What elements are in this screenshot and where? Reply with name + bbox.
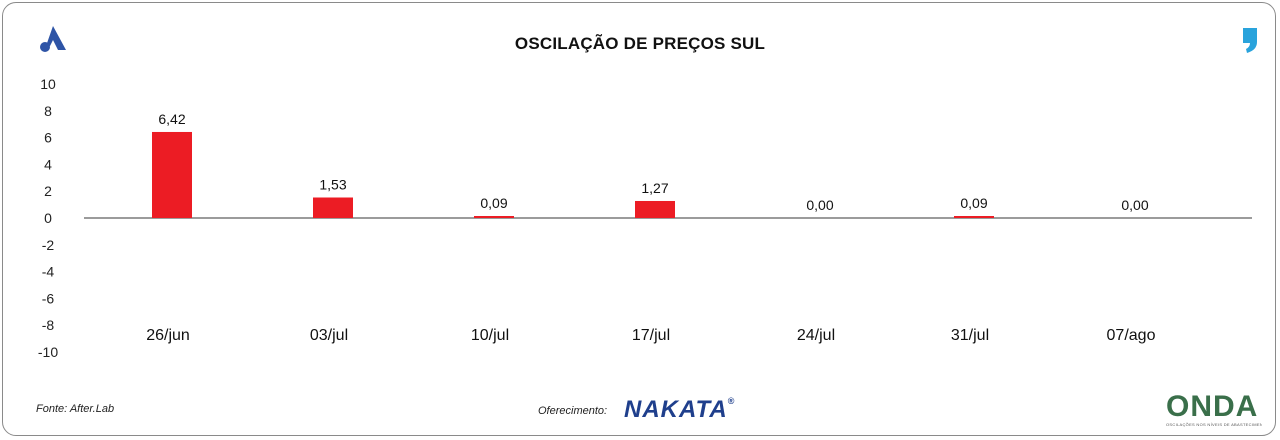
y-tick-label: 4: [44, 156, 52, 172]
data-label: 0,09: [480, 195, 507, 211]
brand-tagline: OSCILAÇÕES NOS NÍVEIS DE ABASTECIMENTO E…: [1166, 422, 1262, 427]
x-tick-label: 03/jul: [310, 327, 348, 344]
data-label: 0,09: [960, 195, 987, 211]
offer-label: Oferecimento:: [538, 405, 608, 417]
y-tick-label: -10: [38, 344, 58, 360]
x-tick-label: 24/jul: [797, 327, 835, 344]
y-tick-label: -8: [42, 317, 55, 333]
data-label: 6,42: [158, 111, 185, 127]
bar: [313, 197, 353, 218]
x-tick-label: 17/jul: [632, 327, 670, 344]
data-label: 1,27: [641, 180, 668, 196]
sponsor-logo: NAKATA®: [624, 396, 735, 424]
comma-logo-icon: [1243, 28, 1257, 53]
y-tick-label: 10: [40, 76, 56, 92]
bar: [635, 200, 675, 218]
y-tick-label: 8: [44, 103, 52, 119]
source-label: Fonte: After.Lab: [36, 403, 115, 415]
chart-title: OSCILAÇÃO DE PREÇOS SUL: [514, 34, 766, 53]
bar: [152, 131, 192, 218]
bar: [474, 216, 514, 218]
data-label: 0,00: [1121, 197, 1148, 213]
sponsor-mark: ®: [727, 396, 736, 406]
y-tick-label: -6: [42, 290, 55, 306]
bar: [954, 216, 994, 218]
x-tick-label: 07/ago: [1107, 327, 1156, 344]
y-tick-label: -2: [42, 237, 55, 253]
x-tick-label: 10/jul: [471, 327, 509, 344]
x-tick-label: 31/jul: [951, 327, 989, 344]
data-label: 0,00: [806, 197, 833, 213]
sponsor-name: NAKATA: [624, 396, 728, 423]
a-logo-icon: [40, 26, 66, 52]
brand-logo: ONDA: [1166, 390, 1259, 423]
x-tick-label: 26/jun: [146, 327, 190, 344]
y-tick-label: -4: [42, 264, 55, 280]
y-tick-label: 2: [44, 183, 52, 199]
data-label: 1,53: [319, 176, 346, 192]
y-tick-label: 6: [44, 130, 52, 146]
y-tick-label: 0: [44, 210, 52, 226]
